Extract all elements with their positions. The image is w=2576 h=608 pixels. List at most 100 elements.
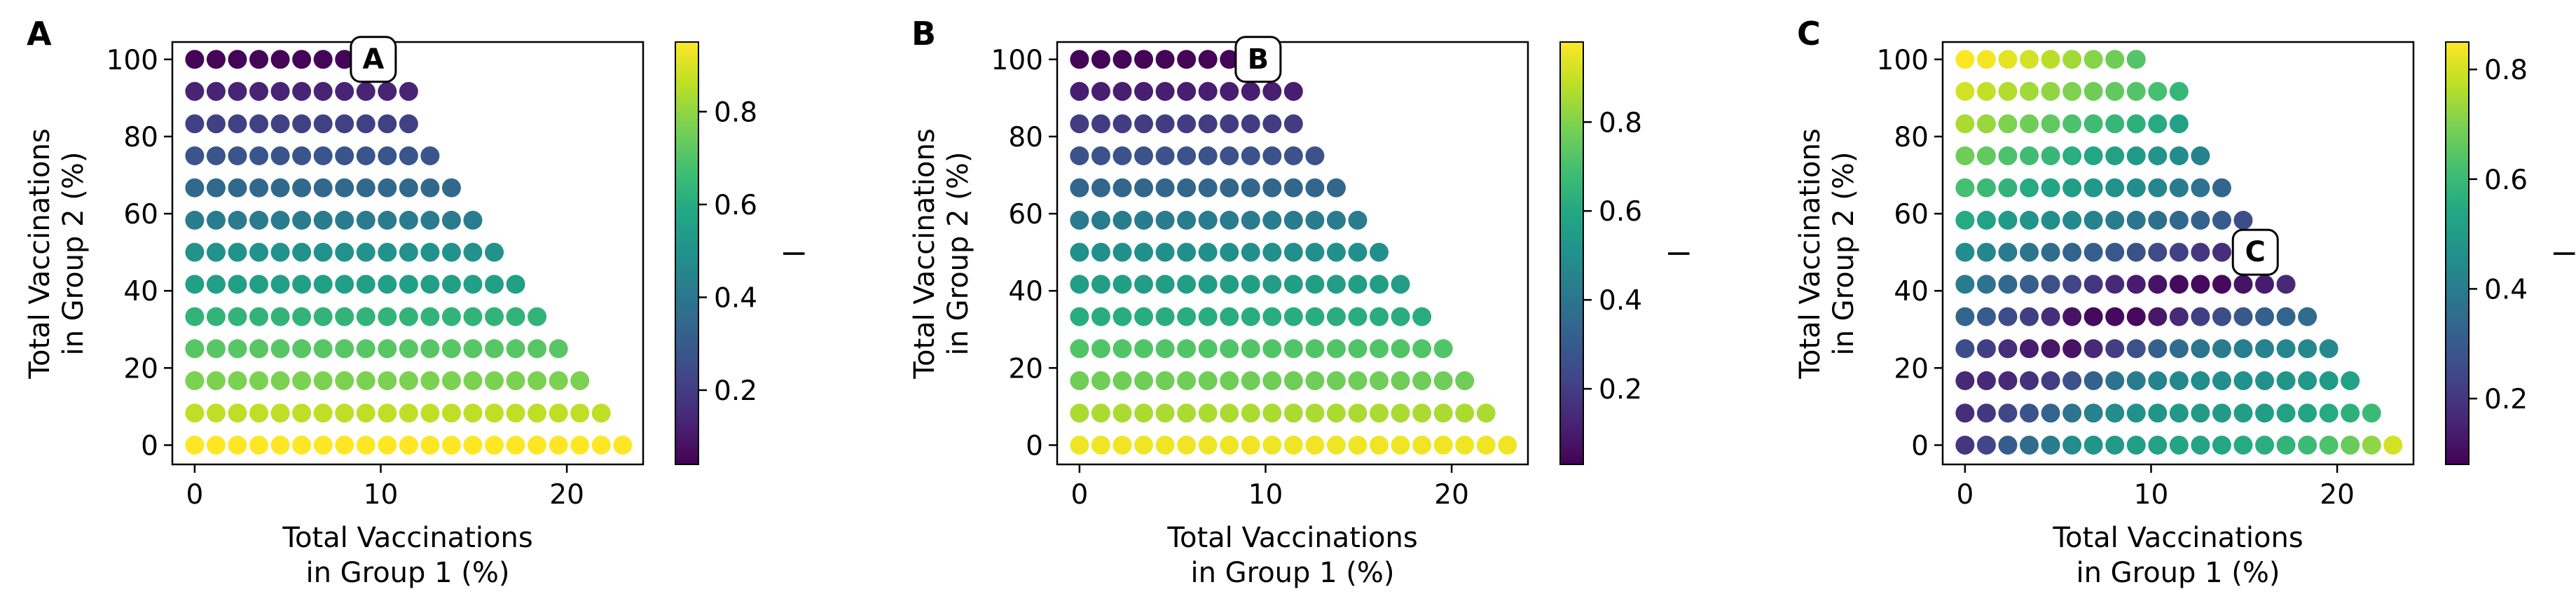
colorbar-tick-label: 0.2 (1599, 374, 1642, 406)
scatter-point (2148, 178, 2168, 198)
scatter-point (2020, 50, 2039, 69)
scatter-point (2212, 307, 2231, 326)
scatter-point (528, 371, 547, 391)
scatter-point (206, 178, 226, 198)
scatter-point (1998, 339, 2018, 359)
scatter-point (1070, 275, 1089, 294)
scatter-point (185, 339, 205, 359)
scatter-point (2020, 146, 2039, 165)
scatter-point (1134, 435, 1154, 455)
scatter-point (228, 114, 247, 134)
scatter-point (292, 81, 312, 101)
scatter-point (1198, 275, 1218, 294)
scatter-point (206, 242, 226, 262)
scatter-point (249, 210, 269, 230)
scatter-point (1370, 242, 1389, 262)
scatter-point (2126, 50, 2146, 69)
scatter-point (270, 371, 290, 391)
scatter-point (1348, 210, 1368, 230)
scatter-point (1070, 210, 1089, 230)
scatter-point (1155, 435, 1175, 455)
scatter-point (249, 435, 269, 455)
scatter-point (2233, 275, 2253, 294)
scatter-point (1283, 403, 1303, 423)
scatter-point (1134, 403, 1154, 423)
scatter-point (441, 403, 461, 423)
scatter-point (1198, 114, 1218, 134)
scatter-point (1177, 210, 1197, 230)
scatter-point (185, 242, 205, 262)
scatter-point (1283, 178, 1303, 198)
scatter-point (1113, 371, 1132, 391)
colorbar-tick-label: 0.2 (714, 375, 757, 407)
scatter-point (463, 275, 483, 294)
x-axis-label-line-2: in Group 1 (%) (2076, 557, 2280, 589)
scatter-point (2255, 339, 2275, 359)
scatter-point (185, 403, 205, 423)
scatter-point (228, 435, 247, 455)
colorbar-tick-label: 0.6 (1599, 196, 1642, 228)
scatter-point (1476, 403, 1496, 423)
scatter-point (2212, 403, 2231, 423)
scatter-point (378, 403, 397, 423)
y-tick-label: 60 (1894, 199, 1929, 230)
scatter-point (1305, 307, 1325, 326)
scatter-point (356, 210, 376, 230)
scatter-point (1113, 178, 1132, 198)
scatter-point (313, 50, 333, 69)
scatter-point (1134, 210, 1154, 230)
scatter-point (1134, 275, 1154, 294)
scatter-point (1220, 210, 1239, 230)
x-tick-label: 0 (1070, 479, 1088, 511)
scatter-point (2062, 50, 2082, 69)
scatter-point (1283, 81, 1303, 101)
scatter-point (1955, 242, 1975, 262)
scatter-point (1155, 210, 1175, 230)
scatter-point (356, 114, 376, 134)
scatter-point (270, 307, 290, 326)
scatter-point (1091, 339, 1110, 359)
scatter-point (270, 242, 290, 262)
scatter-point (506, 403, 525, 423)
scatter-point (506, 371, 525, 391)
colorbar-tick-label: 0.8 (714, 97, 757, 128)
scatter-point (185, 146, 205, 165)
scatter-point (463, 435, 483, 455)
scatter-point (1326, 178, 1346, 198)
scatter-point (1283, 339, 1303, 359)
scatter-point (185, 210, 205, 230)
annotation-label: C (2245, 236, 2266, 268)
scatter-point (1976, 178, 1996, 198)
scatter-point (1113, 81, 1132, 101)
y-axis-label: Total Vaccinations in Group 2 (%) (24, 128, 90, 379)
scatter-point (441, 435, 461, 455)
scatter-point (1177, 371, 1197, 391)
scatter-point (1220, 403, 1239, 423)
scatter-point (2041, 307, 2060, 326)
scatter-point (356, 435, 376, 455)
scatter-point (399, 242, 418, 262)
scatter-point (185, 435, 205, 455)
scatter-point (1198, 371, 1218, 391)
scatter-point (185, 371, 205, 391)
scatter-point (2105, 210, 2125, 230)
scatter-point (1241, 339, 1260, 359)
scatter-point (1283, 435, 1303, 455)
scatter-point (399, 371, 418, 391)
scatter-point (1998, 81, 2018, 101)
scatter-point (2191, 403, 2210, 423)
scatter-point (2083, 210, 2103, 230)
scatter-point (1305, 146, 1325, 165)
scatter-point (528, 435, 547, 455)
scatter-point (185, 178, 205, 198)
scatter-point (270, 435, 290, 455)
scatter-point (399, 81, 418, 101)
scatter-point (1220, 146, 1239, 165)
scatter-point (2041, 146, 2060, 165)
scatter-point (249, 371, 269, 391)
scatter-point (1241, 307, 1260, 326)
scatter-point (2105, 114, 2125, 134)
scatter-point (2020, 435, 2039, 455)
scatter-point (2083, 307, 2103, 326)
scatter-point (2126, 275, 2146, 294)
